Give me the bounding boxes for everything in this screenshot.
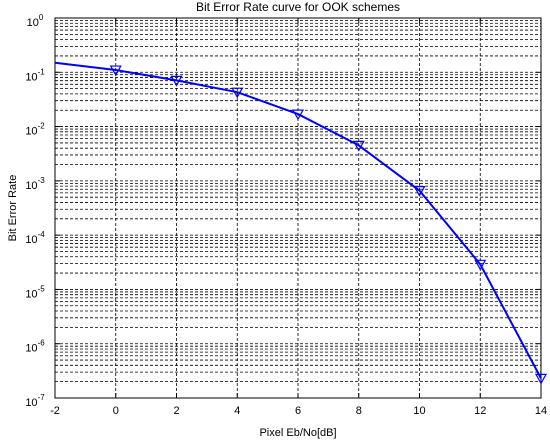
data-marker [231,87,244,99]
x-tick-label: 8 [356,405,362,417]
x-tick-label: -2 [50,405,60,417]
x-tick-label: 6 [295,405,301,417]
x-axis-label: Pixel Eb/No[dB] [259,427,336,439]
y-tick-label: 10-1 [25,67,45,83]
y-tick-label: 10-5 [25,284,45,300]
data-marker [474,259,487,271]
x-tick-label: 10 [413,405,425,417]
x-tick-label: 0 [113,405,119,417]
data-marker [291,109,305,121]
data-marker [170,75,183,87]
plot-frame [54,17,542,399]
data-marker [109,65,122,77]
y-tick-label: 10-3 [25,176,45,192]
x-tick-label: 2 [173,405,179,417]
chart-title: Bit Error Rate curve for OOK schemes [196,0,400,14]
y-tick-label: 100 [27,13,44,29]
y-tick-label: 10-4 [25,230,45,246]
y-tick-label: 10-7 [25,393,45,409]
data-marker [413,186,426,197]
y-tick-label: 10-6 [25,339,45,355]
x-tick-label: 12 [474,405,486,417]
data-marker [352,140,365,152]
y-axis-label: Bit Error Rate [7,175,19,242]
series-line [54,61,542,379]
x-tick-label: 4 [234,405,240,417]
x-tick-label: 14 [535,405,547,417]
y-tick-label: 10-2 [25,122,45,138]
data-marker [534,373,548,385]
